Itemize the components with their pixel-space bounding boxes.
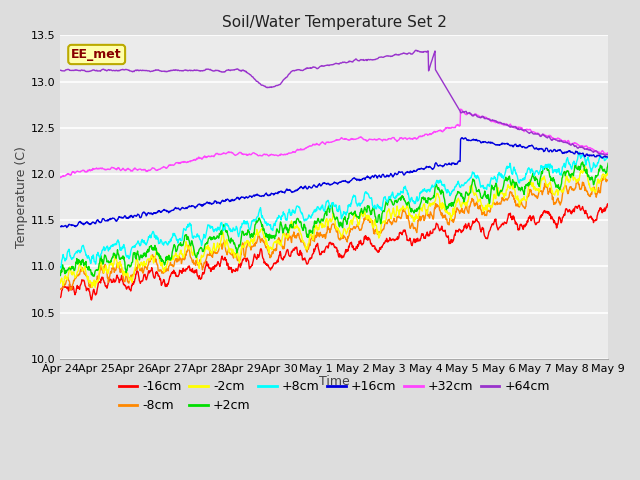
- +16cm: [345, 179, 353, 185]
- +32cm: [129, 167, 137, 173]
- +16cm: [149, 211, 157, 217]
- -2cm: [56, 280, 64, 286]
- +2cm: [356, 210, 364, 216]
- +32cm: [56, 175, 64, 180]
- +32cm: [241, 151, 249, 157]
- +8cm: [356, 203, 364, 209]
- Line: +2cm: +2cm: [60, 162, 608, 276]
- +2cm: [130, 250, 138, 256]
- +64cm: [344, 59, 352, 65]
- +2cm: [345, 215, 353, 221]
- Y-axis label: Temperature (C): Temperature (C): [15, 146, 28, 248]
- -2cm: [92, 285, 99, 290]
- -2cm: [130, 273, 138, 278]
- +32cm: [344, 137, 352, 143]
- -8cm: [130, 272, 138, 277]
- +16cm: [461, 135, 469, 141]
- X-axis label: Time: Time: [319, 375, 349, 388]
- +8cm: [241, 219, 249, 225]
- Line: +8cm: +8cm: [60, 152, 608, 268]
- +16cm: [63, 225, 70, 230]
- -16cm: [130, 281, 138, 287]
- +64cm: [412, 48, 420, 53]
- -8cm: [149, 254, 157, 260]
- Line: -8cm: -8cm: [60, 175, 608, 290]
- Line: +16cm: +16cm: [60, 138, 608, 228]
- +64cm: [149, 68, 157, 74]
- -16cm: [345, 243, 353, 249]
- -2cm: [582, 164, 589, 169]
- -16cm: [356, 240, 364, 246]
- +8cm: [56, 264, 64, 270]
- Title: Soil/Water Temperature Set 2: Soil/Water Temperature Set 2: [222, 15, 447, 30]
- -8cm: [56, 287, 64, 292]
- Legend: -16cm, -8cm, -2cm, +2cm, +8cm, +16cm, +32cm, +64cm: -16cm, -8cm, -2cm, +2cm, +8cm, +16cm, +3…: [114, 375, 555, 418]
- +2cm: [149, 245, 157, 251]
- +64cm: [241, 68, 249, 74]
- Line: +32cm: +32cm: [60, 109, 608, 178]
- -2cm: [356, 215, 364, 220]
- +16cm: [356, 178, 364, 183]
- +8cm: [575, 149, 583, 155]
- Line: -16cm: -16cm: [60, 204, 608, 300]
- +8cm: [57, 265, 65, 271]
- -16cm: [294, 252, 302, 258]
- -8cm: [601, 172, 609, 178]
- +64cm: [56, 67, 64, 73]
- -8cm: [604, 177, 612, 183]
- +64cm: [602, 153, 609, 158]
- -8cm: [345, 233, 353, 239]
- -16cm: [604, 201, 611, 206]
- +16cm: [56, 224, 64, 229]
- +8cm: [149, 228, 157, 234]
- +2cm: [294, 216, 302, 222]
- +64cm: [129, 68, 137, 74]
- +16cm: [130, 214, 138, 220]
- +8cm: [345, 204, 353, 209]
- +8cm: [604, 155, 612, 160]
- +2cm: [579, 159, 586, 165]
- +16cm: [294, 186, 302, 192]
- Text: EE_met: EE_met: [71, 48, 122, 61]
- +2cm: [56, 273, 64, 278]
- -8cm: [67, 287, 74, 293]
- +16cm: [604, 154, 612, 160]
- Line: -2cm: -2cm: [60, 167, 608, 288]
- +32cm: [294, 147, 302, 153]
- +2cm: [241, 231, 249, 237]
- -2cm: [345, 225, 353, 231]
- +64cm: [356, 58, 364, 63]
- -16cm: [241, 255, 249, 261]
- -8cm: [241, 252, 249, 258]
- -2cm: [241, 241, 249, 247]
- Line: +64cm: +64cm: [60, 50, 608, 156]
- +64cm: [604, 152, 612, 157]
- +32cm: [356, 134, 364, 140]
- -16cm: [604, 203, 612, 208]
- -8cm: [294, 230, 302, 236]
- +2cm: [604, 160, 612, 166]
- -2cm: [149, 257, 157, 263]
- -2cm: [294, 225, 302, 230]
- +32cm: [604, 150, 612, 156]
- -16cm: [56, 295, 64, 300]
- +2cm: [90, 273, 98, 279]
- -16cm: [88, 297, 95, 303]
- +16cm: [241, 194, 249, 200]
- -16cm: [149, 271, 157, 277]
- +8cm: [294, 204, 302, 209]
- -8cm: [356, 227, 364, 232]
- +32cm: [149, 165, 157, 171]
- +8cm: [130, 243, 138, 249]
- +64cm: [294, 67, 302, 72]
- -2cm: [604, 170, 612, 176]
- +32cm: [457, 106, 465, 112]
